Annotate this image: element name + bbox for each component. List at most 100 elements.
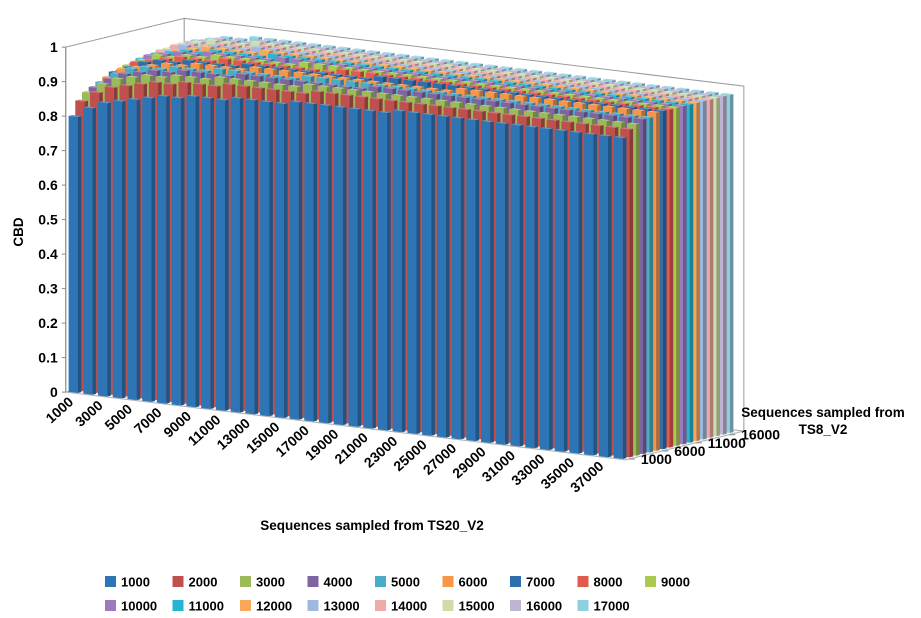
bar-top: [134, 82, 148, 85]
bar-top: [227, 39, 241, 42]
bar-top: [700, 97, 714, 100]
bar-top: [372, 70, 386, 73]
bar-top: [464, 69, 478, 72]
bar-top: [495, 77, 509, 80]
bar-top: [506, 91, 520, 94]
bar-top: [472, 72, 486, 75]
bar-top: [284, 62, 297, 65]
legend-item: 11000: [172, 599, 224, 614]
bar-top: [665, 100, 679, 103]
bar-top: [478, 96, 492, 99]
bar-top: [218, 57, 232, 60]
bar-top: [440, 59, 454, 62]
bar-top: [361, 56, 375, 59]
bar-front: [407, 112, 417, 435]
bar: [584, 132, 597, 456]
bar-top: [406, 95, 419, 98]
bar-top: [497, 82, 510, 85]
bar-top: [598, 90, 612, 93]
bar-top: [331, 78, 344, 81]
legend-swatch: [172, 600, 184, 611]
bar: [333, 105, 347, 426]
bar-top: [219, 65, 233, 68]
bar-top: [494, 106, 508, 109]
bar: [171, 96, 185, 406]
bar-top: [693, 99, 707, 102]
bar-top: [198, 69, 212, 72]
bar-top: [247, 61, 261, 64]
bar-top: [542, 93, 556, 96]
bar-top: [345, 49, 359, 52]
bar-top: [297, 56, 311, 59]
bar-top: [573, 75, 587, 78]
bar-top: [632, 108, 646, 111]
bar-top: [458, 70, 471, 73]
bar-top: [376, 92, 390, 95]
bar-top: [447, 84, 461, 87]
bar-top: [375, 83, 389, 86]
bar-top: [256, 64, 269, 67]
bar-top: [239, 57, 253, 60]
bar-top: [392, 109, 406, 112]
bar-top: [439, 80, 453, 83]
bar-top: [344, 75, 358, 78]
x-tick-label: 7000: [131, 404, 165, 437]
bar-top: [509, 74, 522, 77]
bar-top: [537, 103, 551, 106]
bar-top: [597, 118, 611, 121]
bar-top: [456, 96, 470, 99]
depth-axis-title-line1: Sequences sampled from: [741, 405, 905, 420]
bar-top: [434, 60, 447, 63]
bar-top: [213, 37, 226, 40]
bar-top: [653, 109, 667, 112]
bar-top: [302, 49, 316, 52]
bar-top: [557, 95, 571, 98]
legend-label: 9000: [661, 575, 690, 590]
bar-top: [432, 82, 446, 85]
bar-top: [498, 87, 512, 90]
bar-top: [581, 78, 595, 81]
bar: [245, 98, 259, 415]
bar-top: [589, 81, 603, 84]
bar-top: [316, 76, 330, 79]
bar-top: [705, 91, 719, 94]
bar-top: [179, 48, 193, 51]
bar-top: [495, 121, 509, 124]
bar-top: [127, 97, 141, 100]
z-tick-label: 16000: [741, 427, 780, 443]
bar-top: [510, 123, 524, 126]
legend-item: 8000: [577, 575, 622, 590]
bar-top: [478, 65, 492, 68]
bar-top: [118, 72, 131, 75]
bar-top: [438, 75, 451, 78]
bar-top: [673, 104, 687, 107]
bar-front: [186, 95, 196, 408]
bar-top: [455, 87, 469, 90]
bar-top: [132, 70, 146, 73]
legend-label: 6000: [459, 575, 488, 590]
bar-top: [319, 103, 332, 106]
bar-side: [210, 97, 214, 410]
bar-top: [420, 63, 434, 66]
bar-top: [174, 55, 188, 58]
bar-top: [646, 83, 660, 86]
bar-top: [396, 83, 410, 86]
y-tick-label: 0.1: [38, 350, 58, 366]
bar-top: [550, 96, 564, 99]
bar-top: [597, 85, 611, 88]
bar-top: [405, 62, 419, 65]
legend-swatch: [375, 600, 386, 611]
bar-top: [549, 91, 563, 94]
bar-top: [356, 63, 370, 66]
bar-top: [612, 87, 625, 90]
series-1000: [68, 94, 627, 459]
bar-top: [464, 102, 478, 105]
bar-top: [515, 103, 529, 106]
bar-side: [676, 107, 680, 446]
bar-top: [518, 83, 532, 86]
bar-top: [612, 120, 626, 123]
legend-label: 10000: [121, 599, 157, 614]
bar-top: [347, 88, 360, 91]
bar-top: [680, 102, 694, 105]
